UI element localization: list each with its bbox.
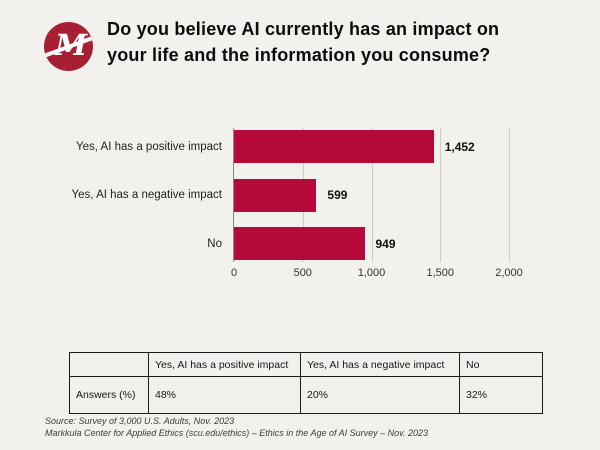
bar-value-label: 599 <box>327 188 348 202</box>
table-row: Answers (%) 48% 20% 32% <box>69 376 543 414</box>
table-header-row: Yes, AI has a positive impact Yes, AI ha… <box>69 352 543 377</box>
bar <box>234 227 365 260</box>
page-title-line1: Do you believe AI currently has an impac… <box>107 19 500 39</box>
svg-text:M: M <box>54 28 88 62</box>
bar-value-label: 949 <box>375 236 396 251</box>
x-tick-label: 500 <box>293 267 312 279</box>
gridline <box>509 128 510 262</box>
x-tick-label: 0 <box>230 267 238 279</box>
header-cell-empty <box>69 352 149 377</box>
cell-no-pct: 32% <box>459 376 543 414</box>
bar <box>234 130 434 163</box>
gridline <box>371 128 373 262</box>
bar <box>234 178 317 212</box>
source-line1: Source: Survey of 3,000 U.S. Adults, Nov… <box>45 416 235 426</box>
page-title-line2: your life and the information you consum… <box>107 45 491 65</box>
x-tick-label: 1,500 <box>426 267 455 279</box>
header-cell-no: No <box>459 352 543 377</box>
markkula-m-logo-icon: M <box>44 22 93 71</box>
category-label: No <box>207 237 222 250</box>
source-note: Source: Survey of 3,000 U.S. Adults, Nov… <box>45 416 565 439</box>
header-cell-negative: Yes, AI has a negative impact <box>300 352 460 377</box>
cell-positive-pct: 48% <box>148 376 301 414</box>
plot-area: 0 500 1,000 1,500 2,000 1,452 599 949 <box>231 128 523 279</box>
page-title: Do you believe AI currently has an impac… <box>107 16 577 68</box>
category-label: Yes, AI has a positive impact <box>76 140 222 153</box>
row-label: Answers (%) <box>69 376 149 414</box>
bar-chart: 0 500 1,000 1,500 2,000 1,452 599 949 Yes, AI h… <box>0 128 600 288</box>
header-cell-positive: Yes, AI has a positive impact <box>148 352 301 377</box>
cell-negative-pct: 20% <box>300 376 460 414</box>
x-tick-label: 2,000 <box>495 267 523 279</box>
answers-table: Yes, AI has a positive impact Yes, AI ha… <box>69 352 543 414</box>
bar-value-label: 1,452 <box>444 139 475 154</box>
source-line2: Markkula Center for Applied Ethics (scu.… <box>45 427 429 438</box>
category-label: Yes, AI has a negative impact <box>71 189 222 201</box>
gridline <box>440 128 442 262</box>
x-tick-label: 1,000 <box>357 267 386 279</box>
